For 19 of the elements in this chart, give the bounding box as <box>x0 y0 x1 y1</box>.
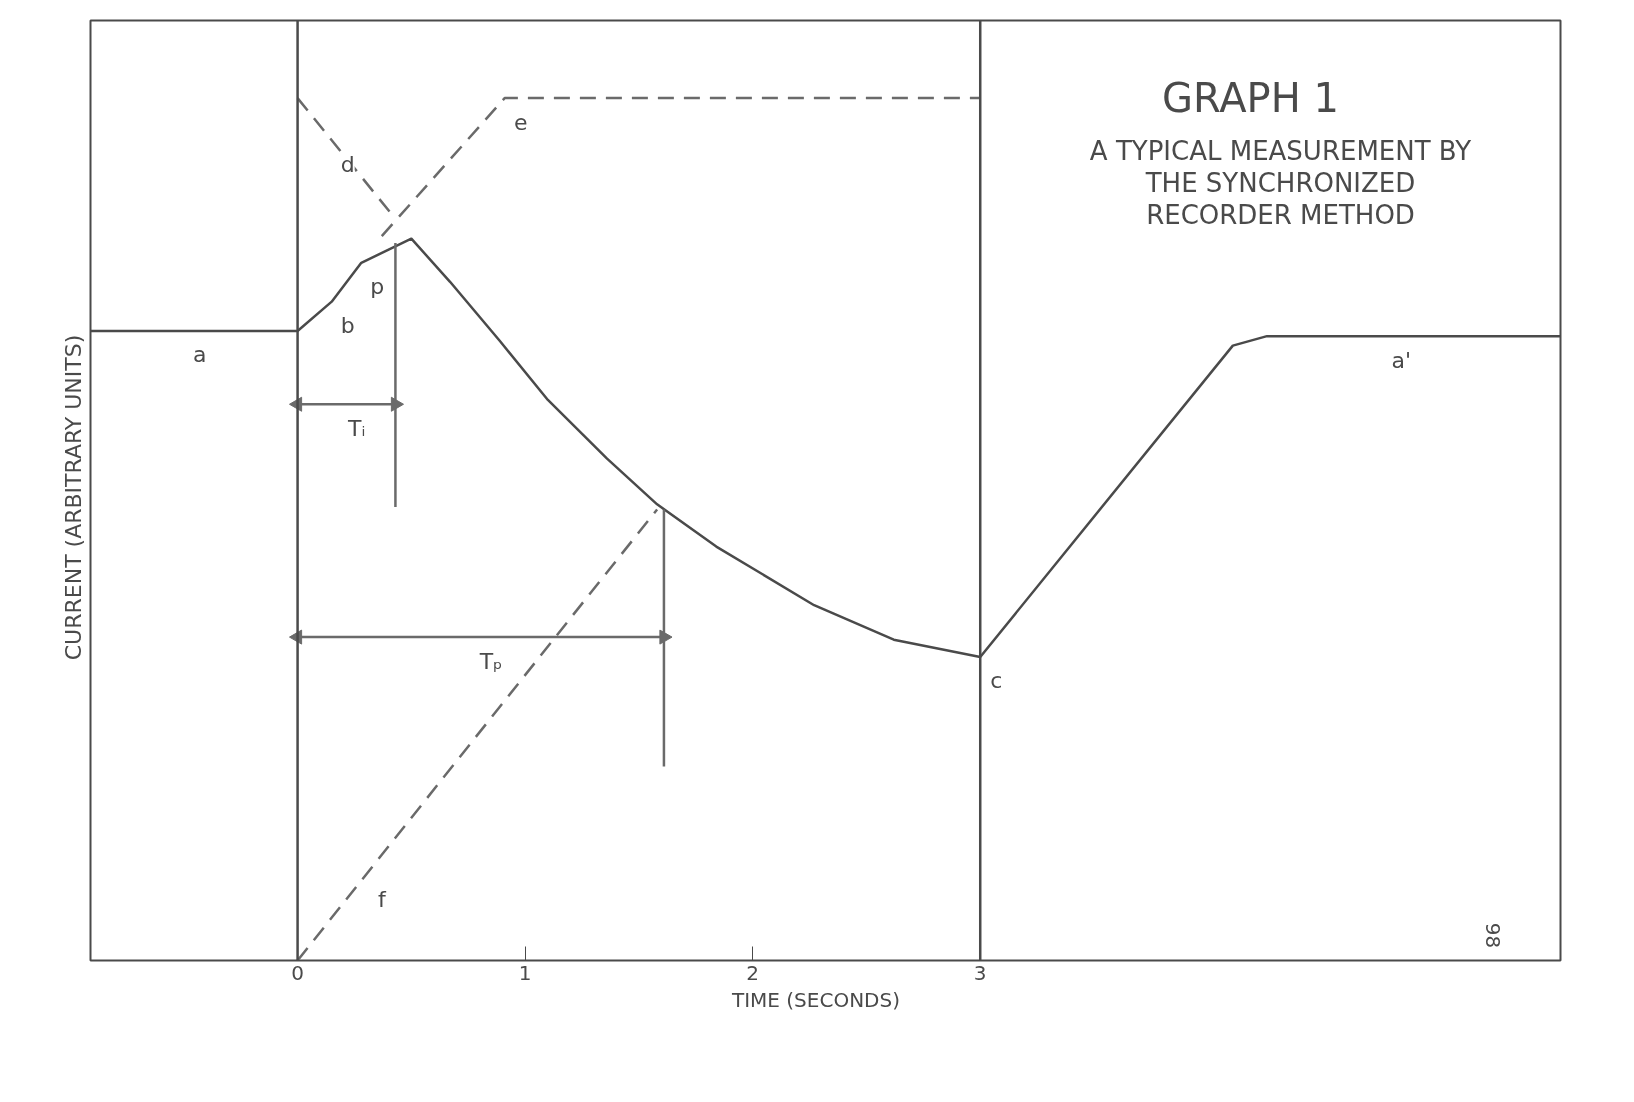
annotation: p <box>370 274 385 300</box>
x-tick-label: 1 <box>518 960 532 985</box>
y-axis-title: CURRENT (ARBITRARY UNITS) <box>60 334 86 661</box>
annotation: d <box>340 151 355 177</box>
annotation: c <box>990 668 1003 694</box>
x-tick-label: 0 <box>291 960 304 985</box>
text: A TYPICAL MEASUREMENT BY THE SYNCHRONIZED RECORDER METHOD <box>1089 135 1472 230</box>
annotation: Tᵢ <box>347 415 366 441</box>
annotation: f <box>377 886 387 912</box>
annotation: e <box>513 110 528 136</box>
x-tick-label: 3 <box>973 960 987 985</box>
x-axis-title: TIME (SECONDS) <box>730 987 901 1012</box>
annotation: 98 <box>1480 922 1505 949</box>
annotation: Tₚ <box>478 648 503 674</box>
annotation: a <box>193 342 207 368</box>
chart-title: GRAPH 1 <box>1162 74 1339 121</box>
annotation: b <box>340 313 355 339</box>
annotation: a' <box>1391 347 1412 373</box>
x-tick-label: 2 <box>746 960 760 985</box>
